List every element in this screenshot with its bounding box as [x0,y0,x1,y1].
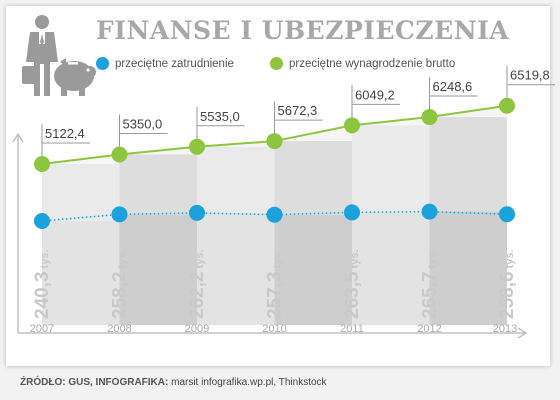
year-tick-label: 2011 [340,323,364,335]
employment-label: 240,3tys. [32,249,53,319]
band-upper [119,154,197,215]
wage-value-label: 6248,6 [433,79,473,94]
series-lines [34,97,515,229]
employment-value-label: 262,2tys. [187,249,208,319]
year-tick-labels: 2007 2008 2009 2010 2011 2012 2013 [30,323,517,335]
employment-point [189,204,205,221]
legend-item-wage: przeciętne wynagrodzenie brutto [270,57,455,70]
employment-value-label: 240,3tys. [32,249,53,319]
legend-marker-employment [96,57,109,70]
wage-value-label: 5350,0 [123,117,163,132]
wage-value-label: 6049,2 [355,87,395,102]
band-lower [197,212,275,325]
piggy-bank-icon [54,58,96,96]
employment-point [421,203,438,220]
year-tick-label: 2013 [493,323,517,335]
employment-label: 262,2tys. [187,249,208,319]
band-lower [42,221,120,325]
band-upper [197,146,275,213]
employment-label: 263,5tys. [342,249,363,319]
employment-value-label: 263,5tys. [342,249,363,319]
band-upper [429,117,507,212]
year-tick-label: 2009 [185,323,209,335]
legend-label-employment: przeciętne zatrudnienie [115,57,234,70]
employment-value-label: 258,6tys. [497,249,518,319]
year-tick-label: 2007 [30,323,54,335]
y-axis-arrow [12,132,24,143]
page-title: FINANSE I UBEZPIECZENIA [96,16,510,45]
wage-point [344,117,360,134]
legend-marker-wage [270,57,283,70]
year-tick-label: 2010 [262,323,286,335]
year-tick-label: 2012 [417,323,441,335]
employment-point [34,213,50,229]
employment-label: 257,3tys. [265,249,286,319]
band-upper [274,141,352,215]
wage-point [111,146,128,163]
wage-point [499,97,515,114]
source-text: marsit infografika.wp.pl, Thinkstock [171,377,327,388]
year-tick-label: 2008 [107,323,131,335]
employment-label: 258,2tys. [110,249,131,319]
employment-value-label: 257,3tys. [265,249,286,319]
band-lower [429,211,507,325]
wage-value-label: 5535,0 [200,109,240,124]
band-lower [352,212,430,325]
employment-value-label: 265,7tys. [420,249,441,319]
employment-value-label: 258,2tys. [110,249,131,319]
wage-value-label: 6519,8 [510,68,550,83]
band-upper [352,125,430,213]
year-bands [42,117,507,325]
wage-value-labels: 5122,4 5350,0 5535,0 5672,3 6049,2 6248,6 6519… [41,65,555,156]
wage-value-label: 5672,3 [278,103,318,118]
employment-point [266,206,283,223]
wage-point [266,133,283,150]
employment-point [499,206,515,223]
band-lower [274,214,352,325]
x-axis-arrow [517,327,528,339]
wage-point [421,109,438,126]
employment-point [344,204,360,221]
employment-value-labels: 240,3tys. 258,2tys. 262,2tys. 257,3tys. 263,… [32,249,518,319]
wage-value-label: 5122,4 [45,126,85,141]
employment-point [111,206,128,223]
legend-label-wage: przeciętne wynagrodzenie brutto [289,57,456,70]
employment-label: 265,7tys. [420,249,441,319]
employment-label: 258,6tys. [497,249,518,319]
source-label: ŹRÓDŁO: GUS, INFOGRAFIKA: [20,377,169,388]
wage-point [189,138,205,155]
source-credit: ŹRÓDŁO: GUS, INFOGRAFIKA: marsit infogra… [20,377,327,388]
legend-item-employment: przeciętne zatrudnienie [96,57,234,70]
chart-axes [12,132,528,339]
band-upper [42,164,120,221]
businessman-icon [22,15,58,96]
band-lower [119,214,197,325]
wage-point [34,156,50,172]
